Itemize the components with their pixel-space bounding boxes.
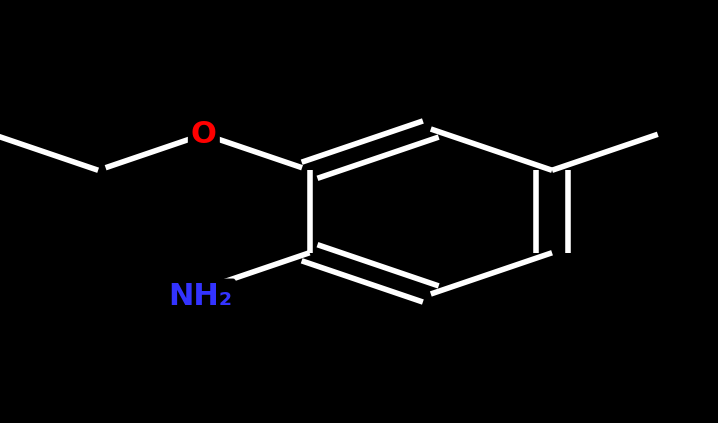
Text: O: O (191, 120, 217, 149)
Text: NH₂: NH₂ (169, 282, 233, 310)
